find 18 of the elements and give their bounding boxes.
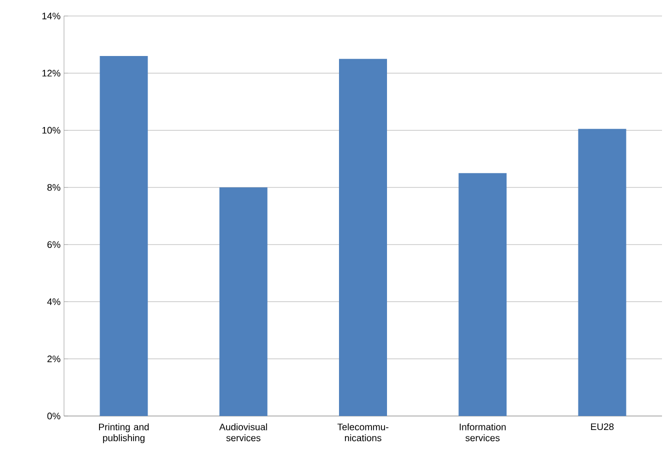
- bar: [219, 187, 268, 416]
- y-tick-label: 6%: [47, 241, 60, 248]
- bar: [458, 173, 507, 416]
- x-tick-label: Information services: [460, 423, 506, 442]
- bar: [100, 56, 148, 416]
- x-tick-label: EU28: [591, 423, 614, 430]
- x-tick-label: Telecommu-nications: [337, 423, 388, 442]
- y-tick-label: 0%: [47, 412, 60, 420]
- y-tick-label: 10%: [42, 126, 60, 134]
- bar: [578, 128, 626, 416]
- y-tick-label: 12%: [42, 70, 60, 76]
- y-tick-label: 8%: [47, 184, 60, 191]
- y-tick-label: 14%: [42, 12, 60, 20]
- x-tick-label: Audiovisual services: [219, 423, 267, 442]
- x-tick-label: Printing and publishing: [99, 423, 149, 444]
- y-tick-label: 2%: [47, 356, 60, 362]
- bar: [339, 58, 387, 416]
- y-tick-label: 4%: [47, 298, 60, 306]
